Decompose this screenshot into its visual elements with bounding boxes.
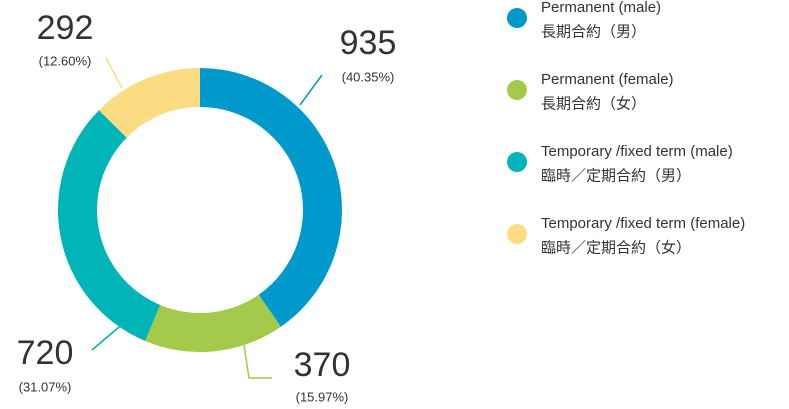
legend-label-zh: 長期合約（女） [541, 95, 646, 113]
donut-segment [145, 294, 281, 353]
donut-segment [98, 68, 200, 138]
donut-segment [58, 110, 161, 341]
legend-swatch [507, 224, 527, 244]
leader-line [299, 74, 323, 106]
legend-label-zh: 臨時／定期合約（男） [541, 167, 691, 185]
value-label: 292 [37, 9, 94, 47]
percent-label: (15.97%) [296, 389, 349, 404]
legend-label: Temporary /fixed term (female) [541, 215, 745, 232]
leader-line [243, 344, 272, 379]
percent-label: (31.07%) [19, 379, 72, 394]
leader-line [105, 57, 123, 89]
percent-label: (40.35%) [342, 69, 395, 84]
legend-swatch [507, 8, 527, 28]
legend-label: Temporary /fixed term (male) [541, 143, 733, 160]
legend-swatch [507, 152, 527, 172]
value-label: 720 [17, 334, 74, 372]
legend-label-zh: 長期合約（男） [541, 23, 646, 41]
legend-label-zh: 臨時／定期合約（女） [541, 239, 691, 257]
legend-swatch [507, 80, 527, 100]
donut-segment [200, 68, 343, 327]
legend-label: Permanent (male) [541, 0, 661, 16]
leader-line [91, 321, 126, 351]
value-label: 935 [340, 24, 397, 62]
legend-label: Permanent (female) [541, 71, 674, 88]
value-label: 370 [294, 346, 351, 384]
percent-label: (12.60%) [39, 53, 92, 68]
